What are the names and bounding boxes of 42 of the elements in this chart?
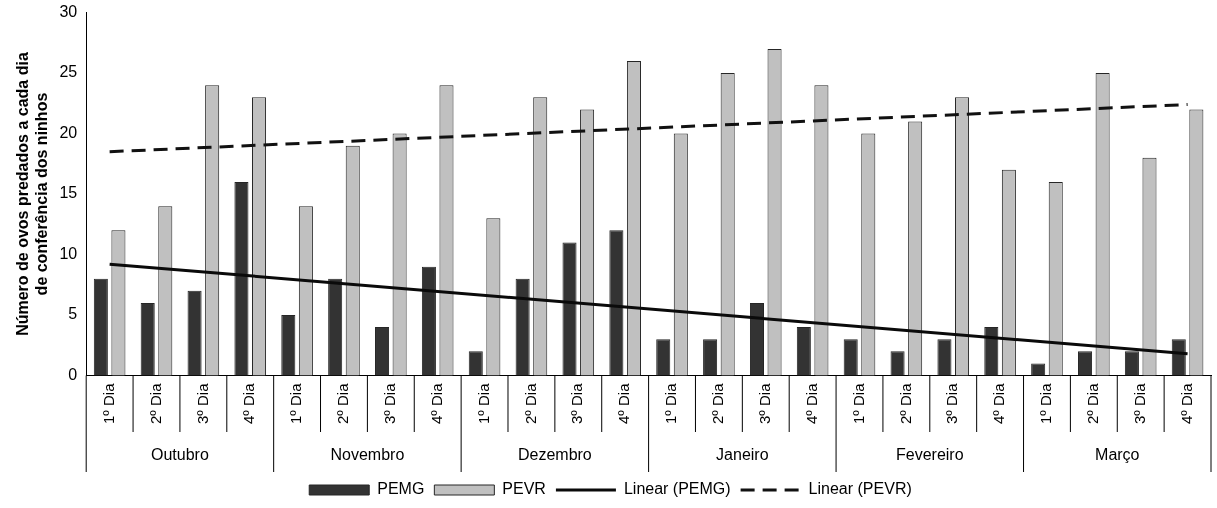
x-tick-label: 1º Dia xyxy=(1037,382,1055,424)
x-tick-label: 3º Dia xyxy=(568,382,586,424)
x-tick-label: 2º Dia xyxy=(896,382,914,424)
x-tick-label: 2º Dia xyxy=(146,382,164,424)
text: Dezembro xyxy=(517,446,592,464)
text: Fevereiro xyxy=(896,446,964,464)
legend-label: PEVR xyxy=(502,480,546,498)
text: Outubro xyxy=(151,446,209,464)
x-tick-label: 4º Dia xyxy=(990,382,1008,424)
y-tick-label: 20 xyxy=(59,123,78,141)
legend-label: Linear (PEMG) xyxy=(623,480,731,498)
y-axis-title: Número de ovos predados a cada dia de conferência dos ninhos xyxy=(14,52,51,336)
x-tick-label: 3º Dia xyxy=(380,382,398,424)
x-tick-label: 1º Dia xyxy=(474,382,492,424)
x-tick-label: 1º Dia xyxy=(849,382,867,424)
x-tick-label: 1º Dia xyxy=(99,382,117,424)
legend-label: Linear (PEVR) xyxy=(808,480,912,498)
x-tick-label: 4º Dia xyxy=(427,382,445,424)
x-tick-label: 3º Dia xyxy=(193,382,211,424)
x-tick-label: 2º Dia xyxy=(1083,382,1101,424)
x-tick-label: 1º Dia xyxy=(287,382,305,424)
x-tick-label: 3º Dia xyxy=(755,382,773,424)
x-tick-label: 4º Dia xyxy=(240,382,258,424)
y-tick-label: 15 xyxy=(59,184,78,202)
y-tick-label: 10 xyxy=(59,244,78,262)
y-tick-label: 25 xyxy=(59,63,78,81)
x-tick-label: 4º Dia xyxy=(1177,382,1195,424)
x-tick-label: 3º Dia xyxy=(943,382,961,424)
x-tick-label: 2º Dia xyxy=(709,382,727,424)
x-tick-label: 2º Dia xyxy=(334,382,352,424)
y-tick-label: 30 xyxy=(59,3,78,21)
x-tick-label: 3º Dia xyxy=(1130,382,1148,424)
x-tick-label: 2º Dia xyxy=(521,382,539,424)
text: Janeiro xyxy=(716,446,769,464)
text: Novembro xyxy=(330,446,405,464)
y-tick-label: 0 xyxy=(68,365,78,383)
y-tick-label: 5 xyxy=(68,305,78,323)
text: Março xyxy=(1095,446,1140,464)
x-tick-label: 4º Dia xyxy=(802,382,820,424)
legend-label: PEMG xyxy=(377,480,425,498)
x-tick-label: 4º Dia xyxy=(615,382,633,424)
x-tick-label: 1º Dia xyxy=(662,382,680,424)
